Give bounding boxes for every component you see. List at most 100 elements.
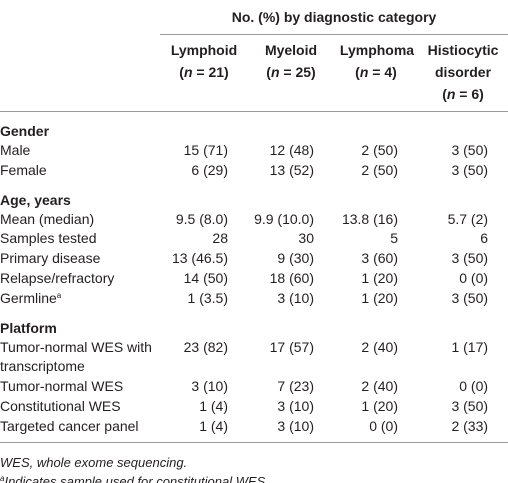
cell-value: 3 (10) <box>277 289 314 306</box>
footnote-text: WES, whole exome sequencing. <box>0 454 188 470</box>
count-close: = 6) <box>455 86 484 102</box>
column-count: (n = 21) <box>160 61 248 83</box>
count-var: n <box>359 64 369 80</box>
cell-value: 15 (71) <box>183 142 228 158</box>
count-open: ( <box>179 64 184 80</box>
cell-value: 9.9 (10.0) <box>254 210 314 227</box>
cell-value: 12 (48) <box>269 142 314 158</box>
row-label: Samples tested <box>0 230 97 247</box>
cell-value: 1 (20) <box>361 397 398 414</box>
count-var: n <box>446 86 456 102</box>
column-header: Lymphoma (n = 4) <box>334 34 418 112</box>
cell-value: 5 <box>390 230 398 247</box>
footnotes: WES, whole exome sequencing. aIndicates s… <box>0 443 508 483</box>
cell-value: 0 (0) <box>334 416 418 443</box>
row-label-cell: Relapse/refractory <box>0 269 160 289</box>
cell-value: 17 (57) <box>269 338 314 355</box>
cell-value: 1 (4) <box>199 397 228 414</box>
cell-value: 13.8 (16) <box>341 210 398 227</box>
column-header: Lymphoid (n = 21) <box>160 34 248 112</box>
cell-value: 3 (10) <box>277 397 314 414</box>
row-label-cell: Germlinea <box>0 289 160 309</box>
section-row: Age, years <box>0 181 508 210</box>
cell-value: 1 (3.5) <box>187 289 228 306</box>
cell-value: 2 (50) <box>361 142 398 158</box>
superscript: a <box>56 290 62 300</box>
column-label: Myeloid <box>264 42 318 58</box>
cell-value: 18 (60) <box>269 269 314 286</box>
row-label-cell: Male <box>0 141 160 161</box>
cell-value: 2 (40) <box>361 378 398 395</box>
row-label: Mean (median) <box>0 210 95 227</box>
data-row: Targeted cancer panel 1 (4) 3 (10) 0 (0) 2 (… <box>0 416 508 443</box>
row-label: Primary disease <box>0 250 101 267</box>
cell-value: 7 (23) <box>277 378 314 395</box>
column-header: Myeloid (n = 25) <box>248 34 334 112</box>
data-row: Relapse/refractory 14 (50) 18 (60) 1 (20) 0 … <box>0 269 508 289</box>
row-label: Targeted cancer panel <box>0 417 139 434</box>
cell-value: 2 (33) <box>418 416 508 443</box>
count-open: ( <box>266 64 271 80</box>
column-header: Histiocytic disorder (n = 6) <box>418 34 508 112</box>
cell-value: 6 (29) <box>191 161 228 178</box>
cell-value: 13 (52) <box>269 161 314 178</box>
row-label: Relapse/refractory <box>0 269 115 286</box>
cell-value: 23 (82) <box>183 338 228 355</box>
section-row: Gender <box>0 112 508 142</box>
cell-value: 9.5 (8.0) <box>175 210 228 227</box>
cell-value: 1 (20) <box>361 289 398 306</box>
cell-value: 3 (10) <box>248 416 334 443</box>
cell-value: 3 (50) <box>451 289 489 306</box>
cell-value: 3 (50) <box>451 161 489 178</box>
cell-value: 6 <box>480 230 489 247</box>
count-close: = 4) <box>368 64 397 80</box>
cell-value: 9 (30) <box>277 250 314 267</box>
data-row: Tumor-normal WES with transcriptome 23 (8… <box>0 338 508 378</box>
row-label: Constitutional WES <box>0 397 121 414</box>
cell-value: 1 (17) <box>451 338 489 355</box>
cell-value: 13 (46.5) <box>171 250 228 267</box>
row-label-cell: Constitutional WES <box>0 397 160 417</box>
footnote-text: Indicates sample used for constitutional… <box>4 473 269 483</box>
cell-value: 2 (40) <box>361 338 398 355</box>
row-label-cell: Samples tested <box>0 229 160 249</box>
data-row: Samples tested 28 30 5 6 <box>0 229 508 249</box>
column-count: (n = 25) <box>248 61 334 83</box>
column-label: Histiocytic disorder <box>427 42 499 80</box>
count-close: = 21) <box>192 64 229 80</box>
row-label: Male <box>0 142 31 158</box>
row-label: Tumor-normal WES with transcriptome <box>0 338 152 375</box>
data-table: No. (%) by diagnostic category Lymphoid (… <box>0 0 508 443</box>
footnote: aIndicates sample used for constitutiona… <box>0 472 508 483</box>
footnote: WES, whole exome sequencing. <box>0 453 508 472</box>
row-label-cell: Mean (median) <box>0 210 160 230</box>
section-title: Gender <box>0 123 50 139</box>
cell-value: 5.7 (2) <box>447 210 489 227</box>
data-row: Constitutional WES 1 (4) 3 (10) 1 (20) 3 (50… <box>0 397 508 417</box>
row-label: Germline <box>0 289 57 306</box>
row-label: Tumor-normal WES <box>0 378 124 395</box>
superscript: a <box>0 473 5 483</box>
column-count: (n = 4) <box>334 61 418 83</box>
section-title: Age, years <box>0 191 71 208</box>
row-label-cell: Female <box>0 161 160 181</box>
cell-value: 0 (0) <box>459 378 489 395</box>
cell-value: 3 (50) <box>451 142 489 158</box>
count-var: n <box>270 64 280 80</box>
row-label: Female <box>0 161 47 178</box>
count-open: ( <box>355 64 360 80</box>
cell-value: 14 (50) <box>183 269 228 286</box>
cell-value: 30 <box>298 230 314 247</box>
data-row: Male 15 (71) 12 (48) 2 (50) 3 (50) <box>0 141 508 161</box>
table-title: No. (%) by diagnostic category <box>160 0 508 35</box>
cell-value: 3 (60) <box>361 250 398 267</box>
column-label: Lymphoma <box>339 42 415 58</box>
row-label-cell: Tumor-normal WES <box>0 377 160 397</box>
cell-value: 28 <box>212 230 228 247</box>
row-label-cell: Targeted cancer panel <box>0 416 160 443</box>
section-title: Platform <box>0 319 57 336</box>
section-row: Platform <box>0 309 508 338</box>
cell-value: 1 (20) <box>361 269 398 286</box>
data-row: Mean (median) 9.5 (8.0) 9.9 (10.0) 13.8 (16… <box>0 210 508 230</box>
